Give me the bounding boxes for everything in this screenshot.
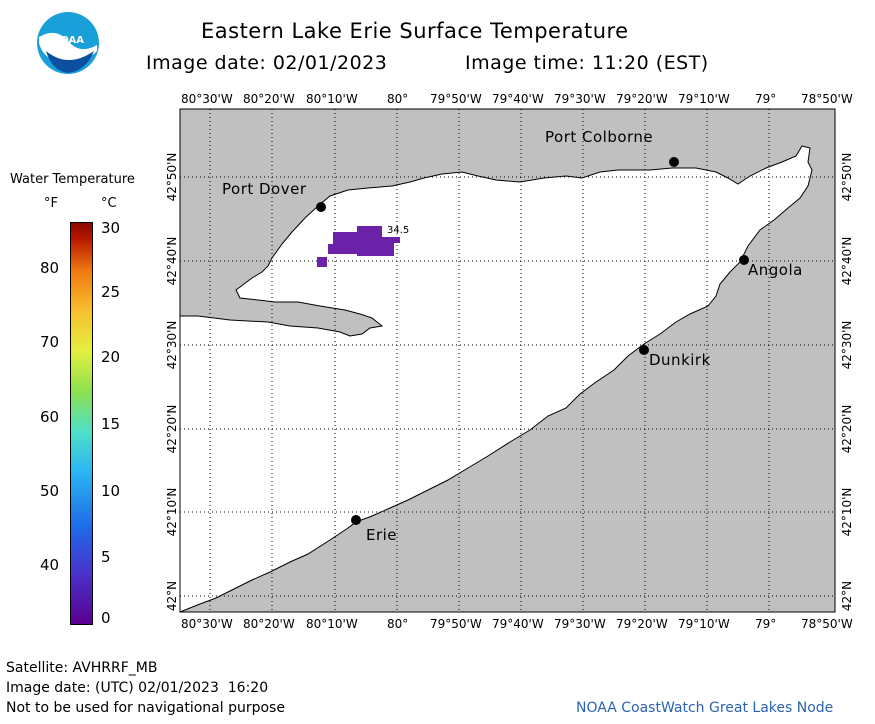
- angola-marker: [739, 255, 749, 265]
- lat-label: 42°10'N: [840, 487, 854, 537]
- lat-label: 42°30'N: [165, 320, 179, 370]
- lon-label: 79°: [755, 617, 777, 631]
- city-label-erie: Erie: [366, 526, 398, 544]
- lon-label: 79°50'W: [430, 617, 482, 631]
- legend-title: Water Temperature: [10, 172, 135, 187]
- lon-label: 80°: [387, 617, 409, 631]
- legend-f-tick: 60: [40, 408, 60, 426]
- lon-label: 80°20'W: [243, 617, 295, 631]
- legend-unit-f: °F: [44, 196, 58, 211]
- legend-c-tick: 0: [101, 609, 111, 627]
- legend-f-tick: 40: [40, 556, 60, 574]
- navigation-disclaimer: Not to be used for navigational purpose: [6, 700, 285, 716]
- legend-f-tick: 50: [40, 482, 60, 500]
- color-scale-bar: [70, 222, 93, 625]
- lon-label: 79°20'W: [616, 617, 668, 631]
- lon-label: 79°50'W: [430, 92, 482, 106]
- lon-label: 80°: [387, 92, 409, 106]
- legend-f-tick: 70: [40, 333, 60, 351]
- temperature-anomaly: [317, 226, 400, 267]
- lon-label: 80°10'W: [306, 92, 358, 106]
- lon-label: 79°10'W: [678, 92, 730, 106]
- coastwatch-credit: NOAA CoastWatch Great Lakes Node: [576, 700, 834, 716]
- lon-label: 80°20'W: [243, 92, 295, 106]
- lat-label: 42°50'N: [840, 152, 854, 202]
- lon-label: 79°40'W: [492, 92, 544, 106]
- lon-label: 80°10'W: [306, 617, 358, 631]
- lat-label: 42°20'N: [840, 404, 854, 454]
- lon-label: 78°50'W: [801, 617, 853, 631]
- lat-label: 42°40'N: [165, 236, 179, 286]
- lon-label: 80°30'W: [181, 617, 233, 631]
- lon-label: 79°30'W: [554, 92, 606, 106]
- image-date: Image date: 02/01/2023: [146, 52, 388, 74]
- noaa-logo: NOAA: [36, 11, 100, 75]
- lat-label: 42°N: [840, 580, 854, 612]
- satellite-info: Satellite: AVHRRF_MB: [6, 660, 158, 676]
- city-label-angola: Angola: [748, 261, 803, 279]
- lat-label: 42°10'N: [165, 487, 179, 537]
- temperature-value-label: 34.5: [387, 225, 410, 236]
- legend-c-tick: 25: [101, 283, 121, 301]
- logo-text: NOAA: [52, 35, 84, 46]
- lat-label: 42°50'N: [165, 152, 179, 202]
- lon-label: 79°: [755, 92, 777, 106]
- city-label-port-dover: Port Dover: [222, 180, 307, 198]
- port-colborne-marker: [669, 157, 679, 167]
- legend-c-tick: 30: [101, 219, 121, 237]
- city-markers: [316, 157, 749, 525]
- lon-label: 79°20'W: [616, 92, 668, 106]
- legend-c-tick: 10: [101, 482, 121, 500]
- erie-marker: [351, 515, 361, 525]
- dunkirk-marker: [639, 345, 649, 355]
- legend-c-tick: 20: [101, 348, 121, 366]
- image-time: Image time: 11:20 (EST): [465, 52, 709, 74]
- lon-label: 78°50'W: [801, 92, 853, 106]
- city-label-dunkirk: Dunkirk: [649, 351, 711, 369]
- city-label-port-colborne: Port Colborne: [545, 128, 654, 146]
- lat-label: 42°40'N: [840, 236, 854, 286]
- page-title: Eastern Lake Erie Surface Temperature: [201, 19, 629, 43]
- lon-label: 79°30'W: [554, 617, 606, 631]
- lake-map: [179, 108, 836, 613]
- lake-water: [179, 145, 813, 613]
- legend-f-tick: 80: [40, 259, 60, 277]
- lat-label: 42°20'N: [165, 404, 179, 454]
- port-dover-marker: [316, 202, 326, 212]
- legend-c-tick: 15: [101, 415, 121, 433]
- legend-unit-c: °C: [101, 196, 117, 211]
- lon-label: 79°10'W: [678, 617, 730, 631]
- utc-image-date: Image date: (UTC) 02/01/2023 16:20: [6, 680, 269, 696]
- lat-label: 42°N: [165, 580, 179, 612]
- lon-label: 80°30'W: [181, 92, 233, 106]
- lat-label: 42°30'N: [840, 320, 854, 370]
- noaa-logo-icon: NOAA: [37, 12, 99, 74]
- legend-c-tick: 5: [101, 548, 111, 566]
- lon-label: 79°40'W: [492, 617, 544, 631]
